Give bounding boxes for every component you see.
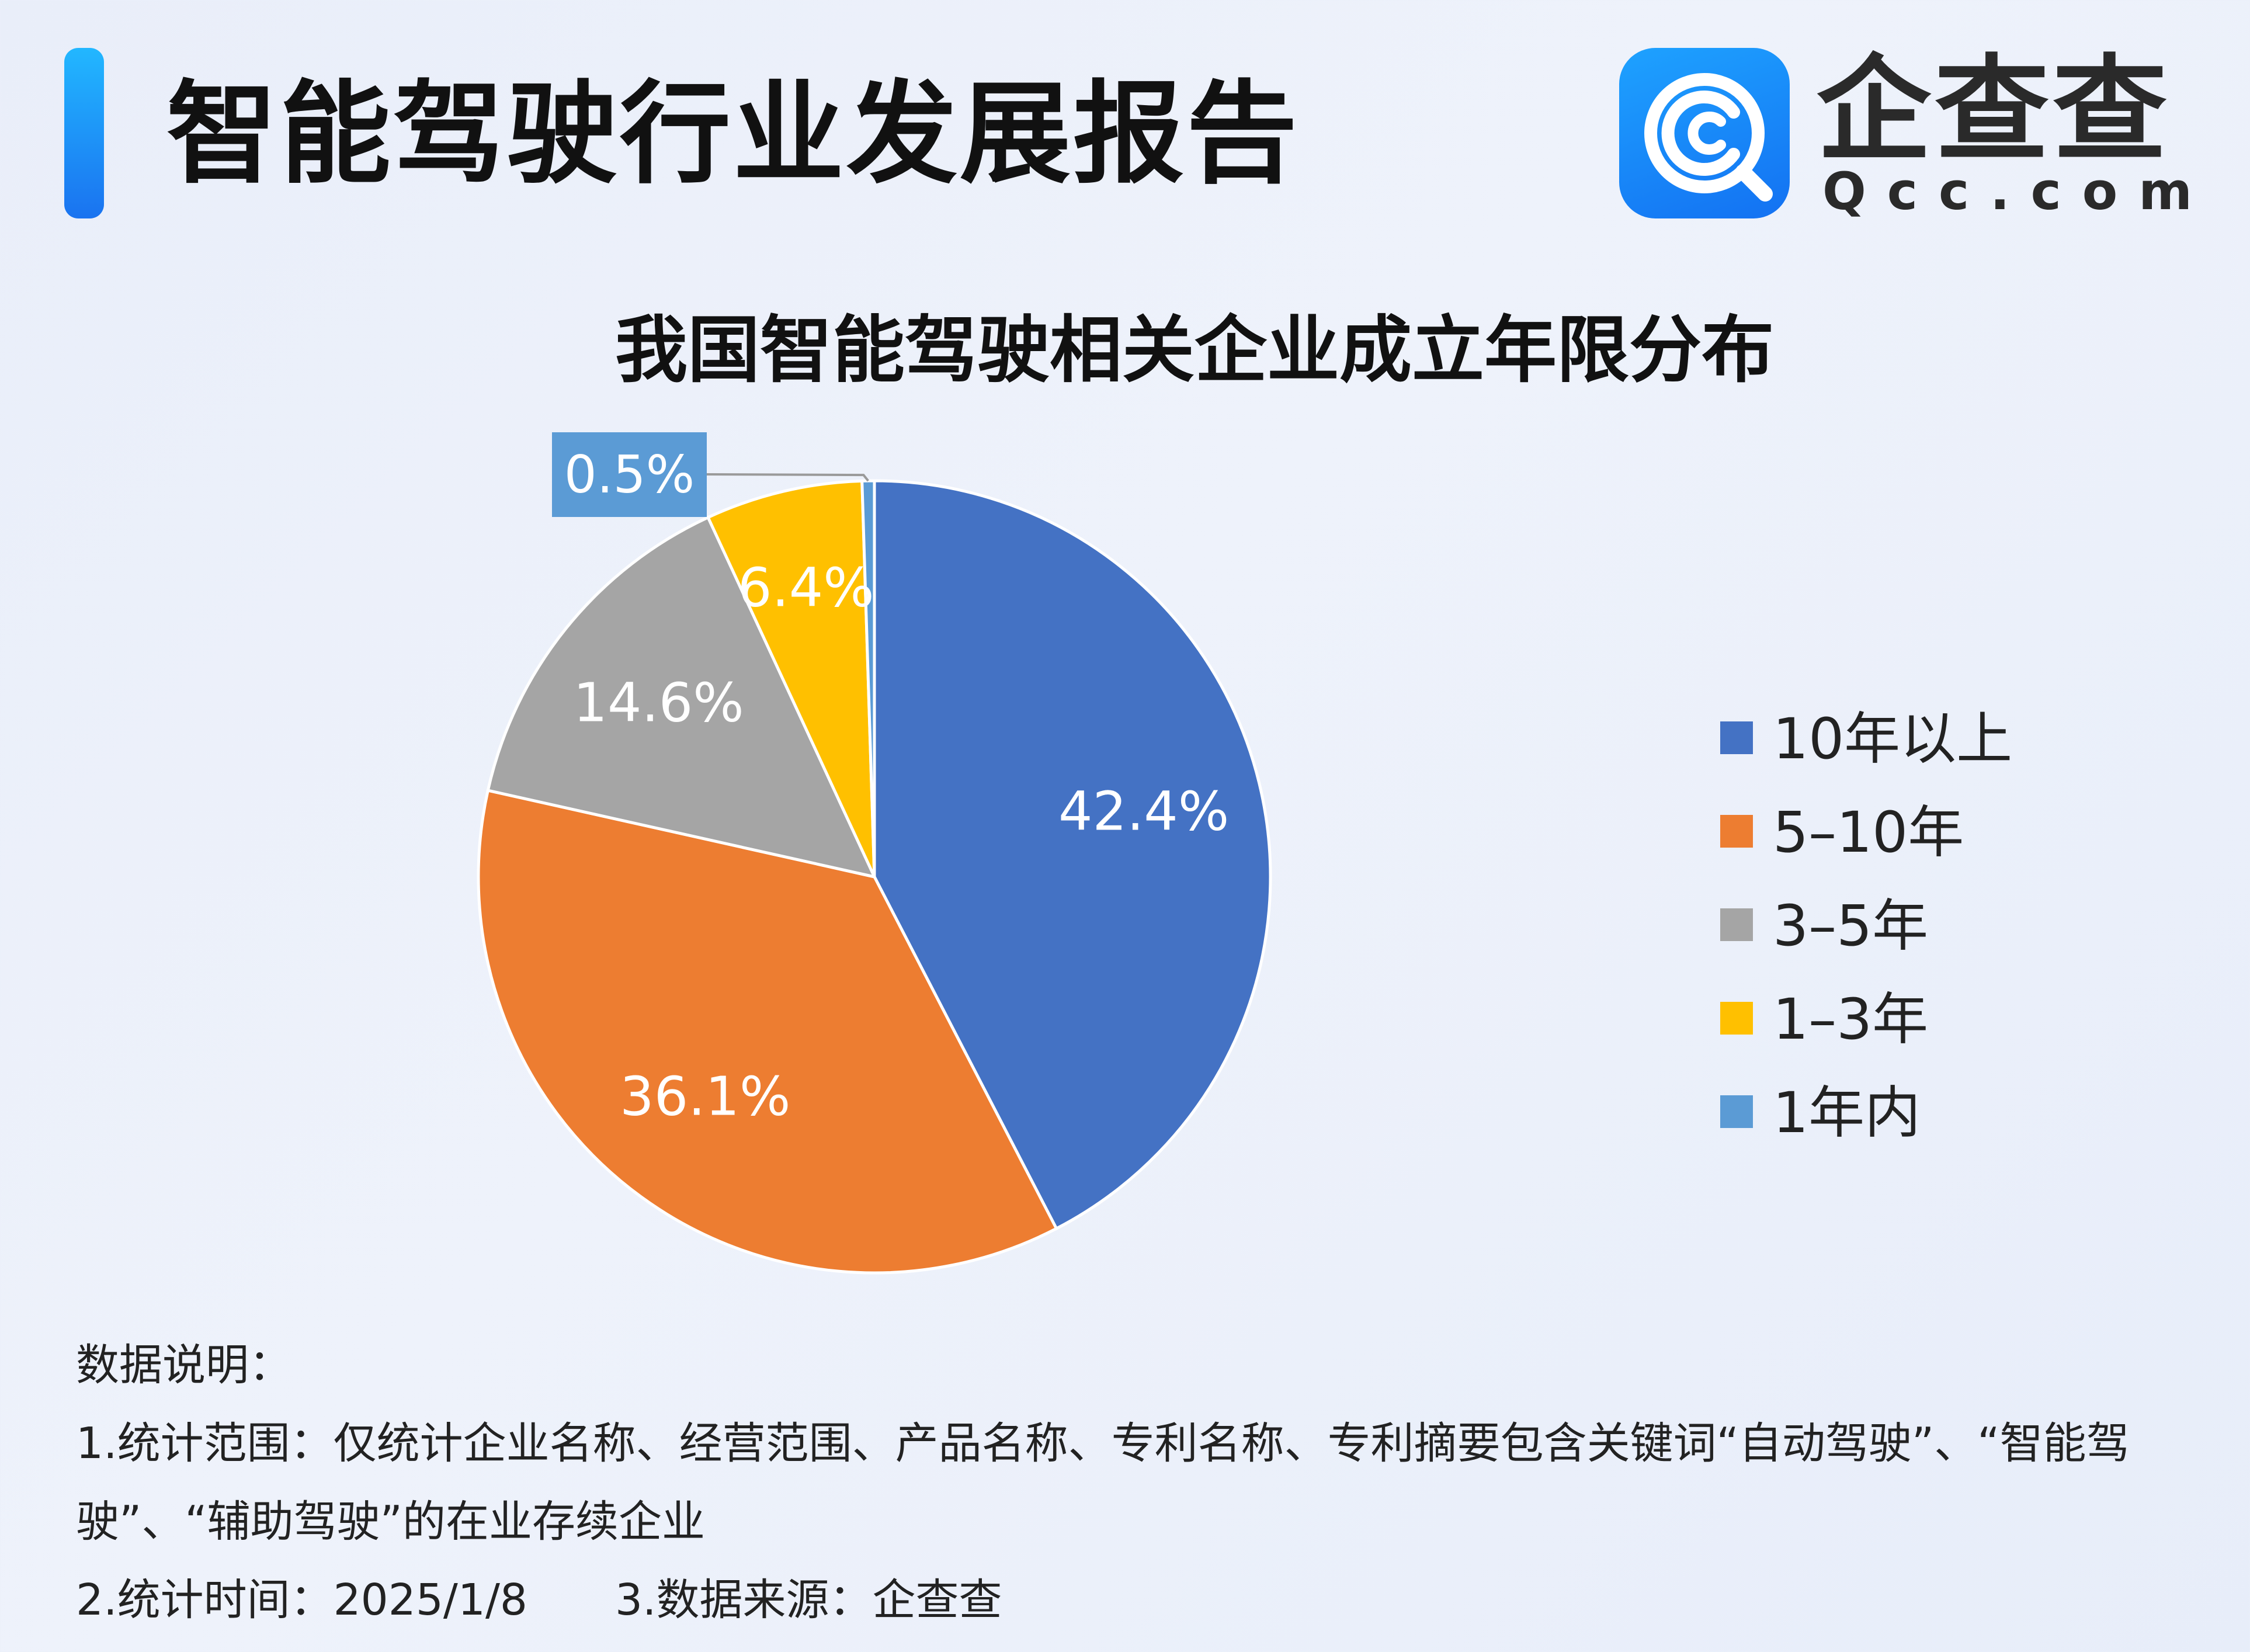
- pie-slice-1-3: [706, 479, 876, 878]
- brand-name: 企查查: [1817, 44, 2171, 177]
- pie-slice-10-plus: [873, 479, 1272, 1231]
- callout-leader-line: [706, 473, 869, 482]
- qcc-logo-icon: [1619, 48, 1790, 218]
- data-label-5-10: 36.1%: [620, 1065, 790, 1127]
- notes-scope-line-2: 驶”、“辅助驾驶”的在业存续企业: [76, 1497, 706, 1547]
- legend-swatch: [1720, 721, 1753, 754]
- legend-item: 3–5年: [1720, 879, 2071, 973]
- data-label-10-plus: 42.4%: [1058, 780, 1229, 842]
- legend-item: 5–10年: [1720, 786, 2071, 879]
- pie-slice-3-5: [486, 515, 877, 879]
- legend-swatch: [1720, 1095, 1753, 1128]
- legend-label: 10年以上: [1773, 706, 2013, 772]
- legend-item: 1–3年: [1720, 973, 2071, 1066]
- notes-heading: 数据说明：: [76, 1340, 292, 1390]
- legend-swatch: [1720, 908, 1753, 941]
- brand-domain: Qcc.com: [1822, 161, 2213, 221]
- legend-label: 1年内: [1773, 1080, 1921, 1146]
- legend-label: 5–10年: [1773, 800, 1964, 865]
- data-label-1-3: 6.4%: [738, 557, 874, 619]
- report-title: 智能驾驶行业发展报告: [166, 70, 1300, 199]
- legend-swatch: [1720, 1002, 1753, 1035]
- legend-label: 3–5年: [1773, 893, 1929, 959]
- chart-title: 我国智能驾驶相关企业成立年限分布: [614, 308, 1774, 393]
- pie-slice-5-10: [477, 789, 1058, 1275]
- data-label-under-1: 0.5%: [564, 445, 695, 505]
- chart-legend: 10年以上 5–10年 3–5年 1–3年 1年内: [1720, 692, 2071, 1160]
- notes-scope-line-1: 1.统计范围：仅统计企业名称、经营范围、产品名称、专利名称、专利摘要包含关键词“…: [76, 1418, 2130, 1469]
- callout-box: [552, 432, 707, 517]
- data-label-3-5: 14.6%: [573, 672, 744, 734]
- notes-source: 3.数据来源：企查查: [614, 1575, 1002, 1625]
- header-accent-bar: [64, 48, 104, 218]
- legend-label: 1–3年: [1773, 987, 1929, 1052]
- notes-time: 2.统计时间：2025/1/8: [76, 1575, 527, 1625]
- data-notes: 数据说明： 1.统计范围：仅统计企业名称、经营范围、产品名称、专利名称、专利摘要…: [76, 1326, 2179, 1639]
- notes-time-source-row: 2.统计时间：2025/1/8 3.数据来源：企查查: [76, 1561, 2179, 1639]
- legend-item: 1年内: [1720, 1066, 2071, 1160]
- legend-swatch: [1720, 815, 1753, 848]
- legend-item: 10年以上: [1720, 692, 2071, 786]
